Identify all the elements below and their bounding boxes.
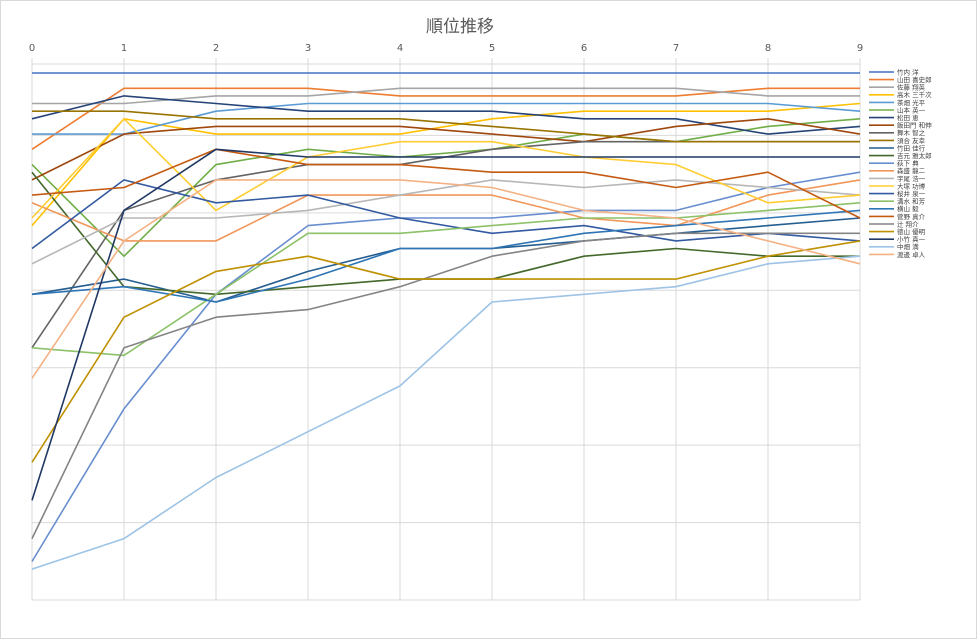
series-line-10 <box>32 110 860 143</box>
legend-label: 高木 三千次 <box>897 90 932 99</box>
series-line-20 <box>31 148 861 219</box>
legend-label: 須合 友幸 <box>897 136 926 145</box>
legend-label: 舞木 智之 <box>897 128 926 137</box>
legend-label: 菅野 真介 <box>897 212 926 221</box>
x-tick-label: 4 <box>397 43 403 54</box>
x-tick-label: 9 <box>857 43 863 54</box>
x-tick-label: 2 <box>213 43 219 54</box>
series-line-16 <box>31 118 861 219</box>
x-tick-label: 8 <box>765 43 771 54</box>
series-line-17 <box>31 179 861 250</box>
legend-label: 桜井 泉一 <box>897 189 926 198</box>
legend-label: 辻 翔介 <box>897 219 919 228</box>
series-line-9 <box>31 140 860 349</box>
legend-label: 徳山 優明 <box>897 227 926 236</box>
legend-label: 森盛 龍二 <box>897 166 926 175</box>
series-line-22 <box>31 240 861 463</box>
series-line-14 <box>31 179 861 242</box>
legend-label: 中畑 満 <box>897 242 919 251</box>
x-tick-label: 7 <box>673 43 679 54</box>
legend-label: 山田 喜史郎 <box>897 75 932 84</box>
x-tick-label: 0 <box>29 43 35 54</box>
series-line-5 <box>32 102 861 135</box>
legend-label: 山本 英一 <box>897 105 926 114</box>
x-tick-label: 3 <box>305 43 311 54</box>
series-line-15 <box>31 179 861 265</box>
series-line-7 <box>31 95 861 135</box>
legend-label: 小竹 真一 <box>897 235 926 244</box>
x-tick-label: 5 <box>489 43 495 54</box>
series-line-2 <box>31 87 860 150</box>
series-line-23 <box>31 148 860 501</box>
legend-label: 竹内 洋 <box>897 67 919 76</box>
x-tick-label: 6 <box>581 43 587 54</box>
legend-label: 茶畑 光平 <box>897 98 926 107</box>
x-axis-ticks: 0 1 2 3 4 5 6 7 8 9 <box>29 43 863 54</box>
legend-label: 荻下 典 <box>897 159 919 168</box>
x-tick-label: 1 <box>121 43 127 54</box>
legend-label: 宇尾 浩一 <box>897 174 926 183</box>
series-line-24 <box>31 255 861 570</box>
legend-label: 吉元 雅太郎 <box>897 151 932 160</box>
legend-label: 佐藤 翔英 <box>897 83 926 92</box>
legend-label: 横山 毅 <box>897 204 919 213</box>
series-line-8 <box>31 118 861 181</box>
legend-label: 大塚 功博 <box>897 181 926 190</box>
legend-label: 飯田門 和伸 <box>897 121 932 130</box>
legend-label: 渡邊 卓人 <box>897 250 926 259</box>
series-lines <box>31 72 861 570</box>
legend-label: 竹田 佳行 <box>897 143 926 152</box>
series-line-18 <box>31 202 861 357</box>
series-line-21 <box>31 232 860 539</box>
series-line-25 <box>31 179 861 379</box>
legend-label: 松田 恵 <box>897 113 919 122</box>
gridlines <box>31 58 861 601</box>
legend-label: 溝水 和芳 <box>897 197 926 206</box>
series-line-13 <box>31 171 861 562</box>
chart-title: 順位推移 <box>426 17 494 37</box>
series-line-4 <box>31 102 861 227</box>
